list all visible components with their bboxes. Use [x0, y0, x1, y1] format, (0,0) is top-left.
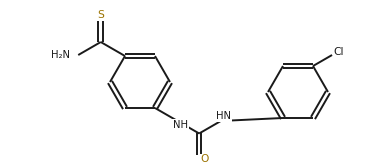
Text: O: O: [200, 154, 208, 164]
Text: Cl: Cl: [334, 47, 344, 57]
Text: HN: HN: [216, 111, 231, 121]
Text: S: S: [97, 10, 104, 20]
Text: NH: NH: [173, 120, 188, 130]
Text: H₂N: H₂N: [51, 50, 70, 60]
